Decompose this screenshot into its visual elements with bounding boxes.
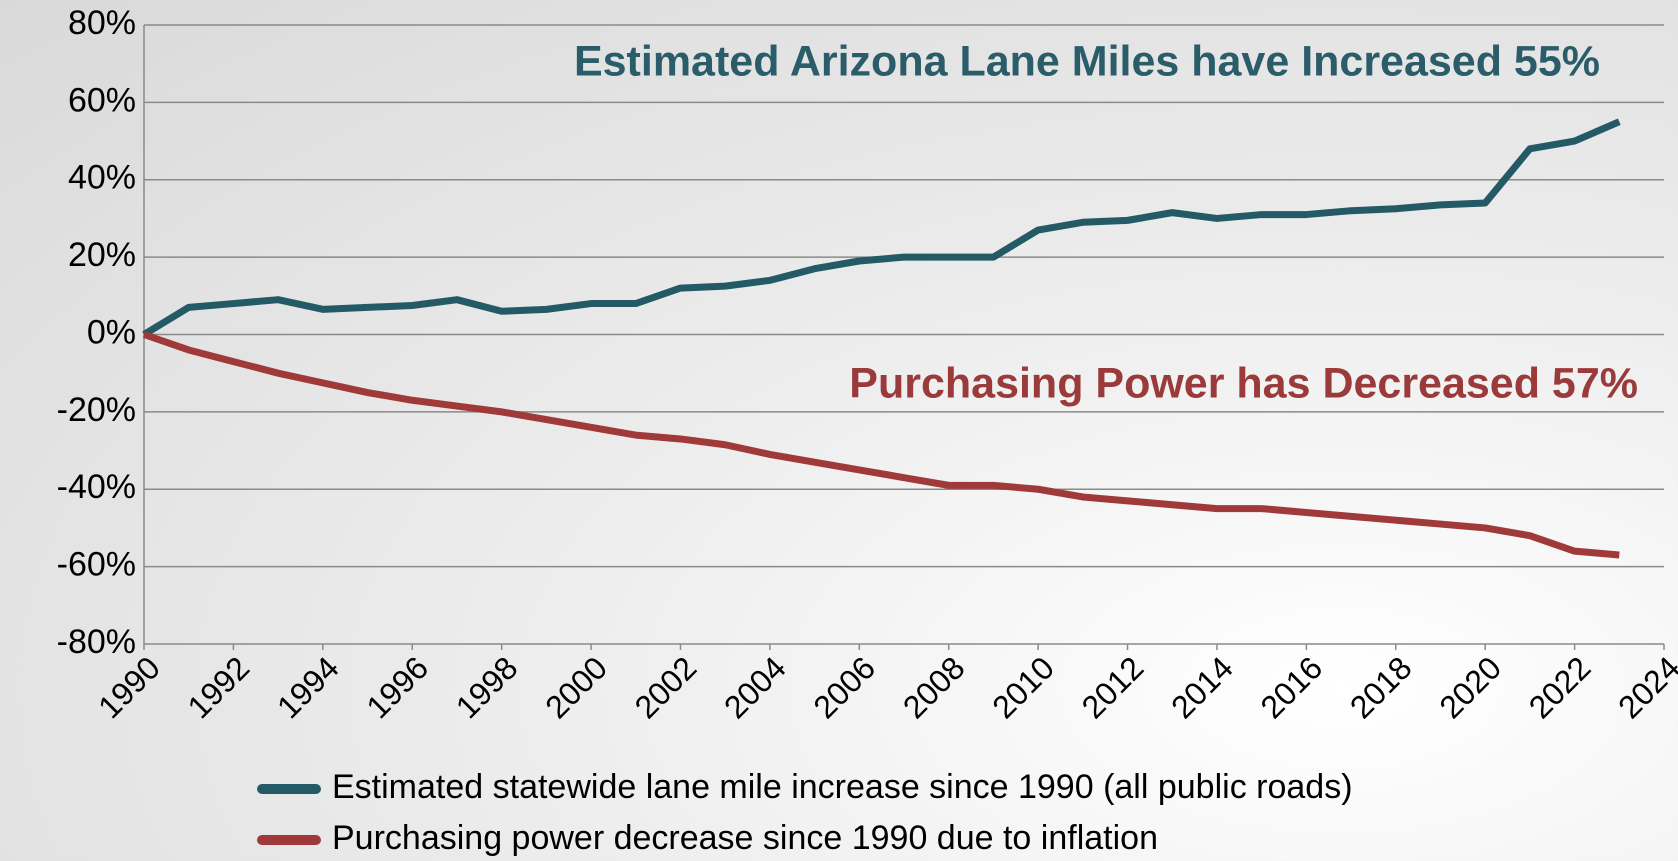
y-tick-label: 40% [68,159,136,197]
legend-label: Purchasing power decrease since 1990 due… [332,819,1158,857]
x-tick-label: 2016 [1253,649,1329,725]
x-tick-label: 2018 [1343,649,1419,725]
y-tick-label: -60% [57,546,136,584]
y-tick-label: 60% [68,81,136,119]
annotation: Estimated Arizona Lane Miles have Increa… [574,37,1600,85]
y-tick-label: 0% [87,313,136,351]
plot: -80%-60%-40%-20%0%20%40%60%80%1990 1992 19… [57,4,1678,857]
x-tick-label: 2014 [1164,649,1240,725]
y-tick-label: -20% [57,391,136,429]
x-tick-label: 2020 [1432,649,1508,725]
y-tick-label: 20% [68,236,136,274]
legend-label: Estimated statewide lane mile increase s… [332,768,1353,806]
x-tick-label: 1996 [359,649,435,725]
x-tick-label: 2008 [896,649,972,725]
y-tick-label: -40% [57,468,136,506]
x-tick-label: 2002 [628,649,704,725]
y-tick-label: -80% [57,623,136,661]
x-tick-label: 2022 [1522,649,1598,725]
x-tick-label: 1992 [181,649,257,725]
series-line [142,331,1620,559]
series-line [142,118,1621,338]
x-tick-label: 2000 [538,649,614,725]
x-tick-label: 2004 [717,649,793,725]
x-tick-label: 2024 [1611,649,1678,725]
annotation: Purchasing Power has Decreased 57% [849,359,1638,407]
x-tick-label: 1998 [449,649,525,725]
x-tick-label: 1994 [270,649,346,725]
x-tick-label: 2010 [985,649,1061,725]
y-tick-label: 80% [68,4,136,42]
x-tick-label: 2006 [806,649,882,725]
x-tick-label: 2012 [1075,649,1151,725]
